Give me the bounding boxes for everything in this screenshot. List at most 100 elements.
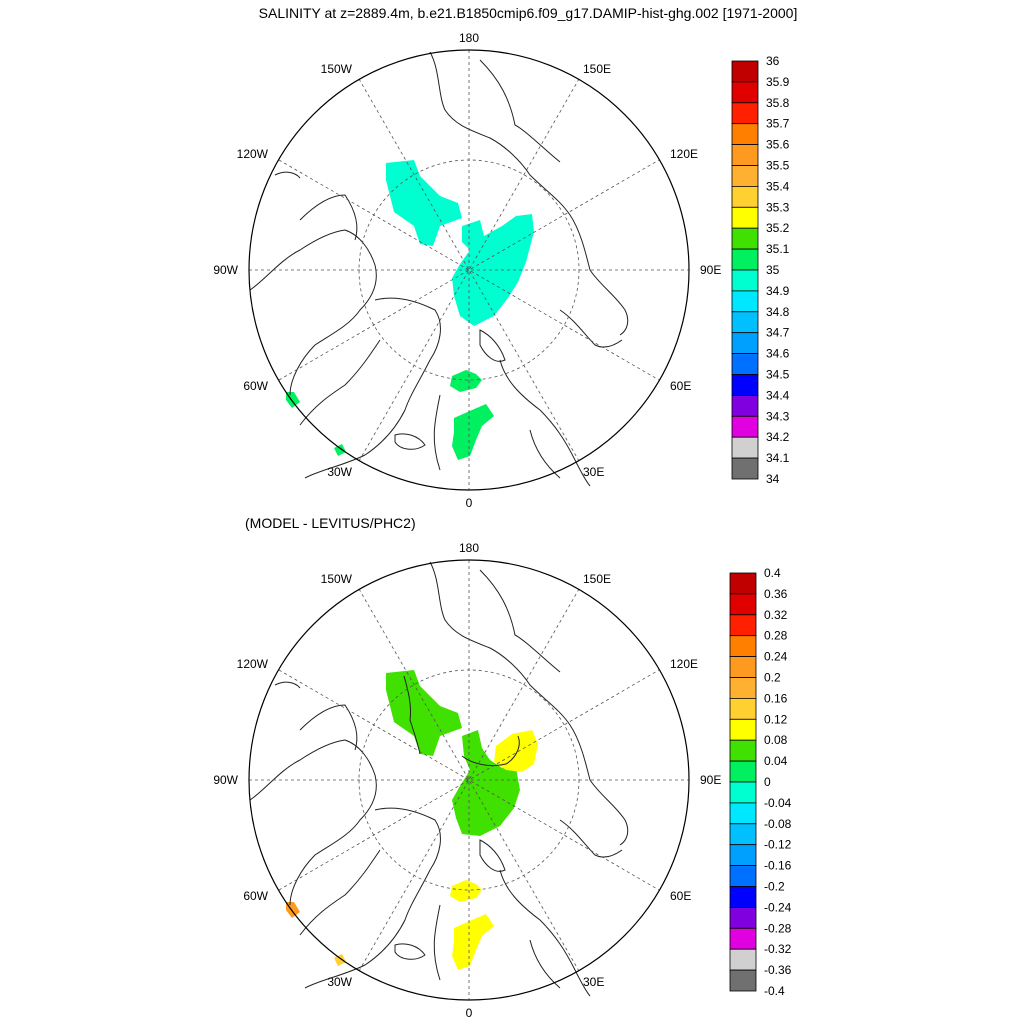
colorbar-swatch [731, 206, 759, 229]
field-fram-strait [450, 880, 482, 902]
lon-label-0: 0 [466, 1006, 473, 1020]
lon-label-120e: 120E [670, 657, 698, 671]
colorbar-tick-label: 0.28 [764, 629, 788, 643]
colorbar-swatch [731, 332, 759, 355]
salinity-fields [286, 160, 534, 460]
difference-colorbar: 0.4 0.36 0.32 0.28 0.24 0.2 0.16 0.12 0.08 0.04 0 -… [729, 566, 792, 998]
difference-fields [286, 670, 538, 970]
lon-label-90w: 90W [213, 263, 238, 277]
lon-label-30w: 30W [327, 975, 352, 989]
lon-label-60e: 60E [670, 379, 691, 393]
field-labrador-edge [286, 902, 300, 918]
colorbar-tick-label: 35.1 [766, 242, 790, 256]
colorbar-swatch [731, 353, 759, 375]
colorbar-swatch [729, 907, 757, 929]
colorbar-swatch [731, 290, 759, 313]
colorbar-swatch [731, 415, 759, 438]
field-labrador-edge [286, 392, 300, 408]
colorbar-swatch [731, 144, 759, 166]
field-fram-strait [450, 370, 482, 392]
colorbar-swatch [731, 185, 759, 208]
difference-coastlines [249, 561, 629, 997]
colorbar-swatch [731, 102, 759, 125]
colorbar-tick-label: -0.36 [764, 963, 792, 977]
colorbar-tick-label: 0 [764, 775, 771, 789]
colorbar-tick-label: 34.6 [766, 347, 790, 361]
colorbar-tick-label: 35 [766, 263, 780, 277]
difference-subtitle: (MODEL - LEVITUS/PHC2) [245, 515, 416, 531]
colorbar-swatch [731, 311, 759, 334]
colorbar-swatch [729, 948, 757, 971]
colorbar-tick-label: -0.08 [764, 817, 792, 831]
colorbar-tick-label: 0.04 [764, 754, 788, 768]
lon-label-150e: 150E [583, 572, 611, 586]
colorbar-swatch [731, 457, 759, 480]
colorbar-swatch [729, 656, 757, 678]
zero-contour-line-east [461, 735, 520, 767]
colorbar-tick-label: 35.2 [766, 221, 790, 235]
colorbar-swatch [729, 823, 757, 846]
lon-label-150w: 150W [321, 62, 353, 76]
colorbar-tick-label: 0.08 [764, 733, 788, 747]
lon-label-180: 180 [459, 31, 479, 45]
colorbar-tick-label: 35.5 [766, 159, 790, 173]
colorbar-tick-label: 0.12 [764, 712, 788, 726]
salinity-colorbar: 36 35.9 35.8 35.7 35.6 35.5 35.4 35.3 35.2 35.1 35… [731, 54, 790, 486]
lon-label-90e: 90E [700, 773, 721, 787]
difference-map: 180 0 90W 90E 150W 120W 60W 30W 150E 120… [213, 541, 721, 1020]
lon-label-120w: 120W [237, 147, 269, 161]
colorbar-tick-label: -0.32 [764, 942, 792, 956]
difference-graticule [248, 559, 690, 1001]
colorbar-tick-label: 36 [766, 54, 780, 68]
colorbar-swatch [731, 248, 759, 271]
colorbar-tick-label: 34.7 [766, 326, 790, 340]
lon-label-30w: 30W [327, 465, 352, 479]
colorbar-swatch [729, 760, 757, 783]
colorbar-swatch [729, 593, 757, 616]
lon-label-60w: 60W [243, 379, 268, 393]
colorbar-tick-label: 0.16 [764, 691, 788, 705]
lon-label-150w: 150W [321, 572, 353, 586]
colorbar-swatch [729, 886, 757, 908]
colorbar-tick-label: 35.7 [766, 117, 790, 131]
colorbar-tick-label: 34.9 [766, 284, 790, 298]
lon-label-90w: 90W [213, 773, 238, 787]
colorbar-swatch [729, 865, 757, 887]
colorbar-swatch [729, 927, 757, 950]
lon-label-30e: 30E [583, 465, 604, 479]
colorbar-tick-label: 34.5 [766, 368, 790, 382]
colorbar-tick-label: -0.12 [764, 838, 792, 852]
colorbar-swatch [731, 165, 759, 187]
colorbar-tick-label: -0.2 [764, 880, 785, 894]
salinity-graticule [248, 49, 690, 491]
field-eurasian-basin-east [494, 730, 538, 772]
colorbar-tick-label: -0.28 [764, 921, 792, 935]
colorbar-swatch [729, 614, 757, 637]
salinity-longitude-labels: 180 0 90W 90E 150W 120W 60W 30W 150E 120… [213, 31, 721, 510]
field-norwegian-sea [452, 914, 494, 970]
colorbar-tick-label: 35.9 [766, 75, 790, 89]
colorbar-tick-label: 0.2 [764, 671, 781, 685]
lon-label-0: 0 [466, 496, 473, 510]
colorbar-swatch [731, 81, 759, 104]
colorbar-swatch [729, 739, 757, 762]
field-eurasian-basin [452, 730, 520, 836]
colorbar-tick-label: 34.4 [766, 388, 790, 402]
colorbar-swatch [731, 374, 759, 396]
colorbar-tick-label: 34.3 [766, 409, 790, 423]
field-canada-basin [386, 160, 462, 246]
lon-label-180: 180 [459, 541, 479, 555]
colorbar-tick-label: 35.8 [766, 96, 790, 110]
difference-longitude-labels: 180 0 90W 90E 150W 120W 60W 30W 150E 120… [213, 541, 721, 1020]
colorbar-tick-label: -0.16 [764, 859, 792, 873]
colorbar-tick-label: 0.24 [764, 650, 788, 664]
colorbar-tick-label: 0.4 [764, 566, 781, 580]
colorbar-tick-label: 0.36 [764, 587, 788, 601]
colorbar-swatch [729, 572, 757, 595]
colorbar-swatch [729, 677, 757, 699]
salinity-map-rim [248, 49, 690, 491]
colorbar-swatch [729, 635, 757, 658]
colorbar-swatch [729, 969, 757, 992]
salinity-coastlines [249, 51, 629, 487]
